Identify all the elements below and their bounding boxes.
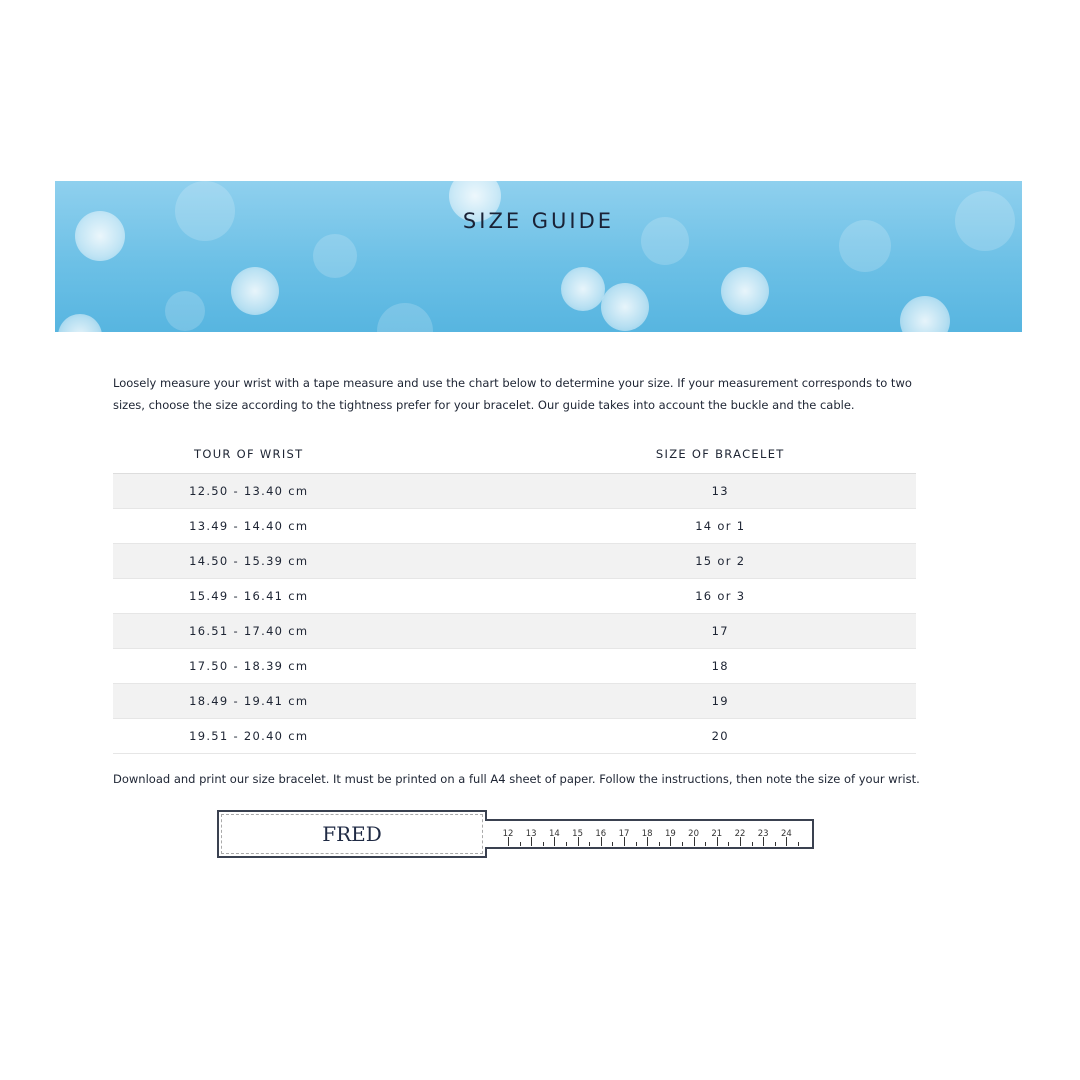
ruler-minor-tick [612,842,614,846]
ruler-number: 16 [595,829,607,839]
ruler-minor-tick [519,842,521,846]
ruler-tick [531,837,533,846]
wrist-measurement: 16.51 - 17.40 cm [113,613,515,649]
ruler-tick [554,837,556,846]
intro-text: Loosely measure your wrist with a tape m… [113,376,912,412]
table-row: 17.50 - 18.39 cm 18 [113,648,916,684]
size-table: TOUR OF WRIST SIZE OF BRACELET 12.50 - 1… [113,436,916,754]
bracelet-size: 13 [514,473,916,509]
bokeh-circle [377,303,433,332]
bokeh-circle [839,220,891,272]
bracelet-size: 20 [514,718,916,754]
table-row: 15.49 - 16.41 cm 16 or 3 [113,578,916,614]
bokeh-circle [313,234,357,278]
wrist-measurement: 12.50 - 13.40 cm [113,473,515,509]
bokeh-circle [449,181,501,222]
bokeh-circle [58,314,102,332]
ruler-minor-tick [798,842,799,846]
table-row: 18.49 - 19.41 cm 19 [113,683,916,719]
table-row: 13.49 - 14.40 cm 14 or 1 [113,508,916,544]
wrist-measurement: 13.49 - 14.40 cm [113,508,515,544]
ruler-strip: 12 13 14 15 16 17 18 19 20 21 22 23 24 [485,819,814,849]
bracelet-size: 16 or 3 [514,578,916,614]
bracelet-size: 19 [514,683,916,719]
wrist-measurement: 14.50 - 15.39 cm [113,543,515,579]
ruler-number: 14 [548,829,560,839]
ruler-number: 13 [525,829,537,839]
ruler-tick [693,837,695,846]
bokeh-circle [641,217,689,265]
ruler-minor-tick [566,842,567,846]
ruler-number: 12 [502,829,514,839]
ruler-minor-tick [774,842,776,846]
ruler-number: 18 [641,829,653,839]
wrist-measurement: 19.51 - 20.40 cm [113,718,515,754]
page-title: SIZE GUIDE [462,209,615,233]
fred-logo: FRED [322,822,382,846]
ruler-minor-tick [705,842,707,846]
ruler-number: 21 [711,829,723,839]
wrist-measurement: 18.49 - 19.41 cm [113,683,515,719]
bokeh-circle [900,296,950,332]
ruler-number: 19 [664,829,676,839]
ruler-number: 15 [572,829,584,839]
ruler-number: 20 [688,829,700,839]
bokeh-circle [231,267,279,315]
ruler-tick [600,837,602,846]
table-row: 19.51 - 20.40 cm 20 [113,718,916,754]
ruler-tick [577,837,579,846]
table-row: 16.51 - 17.40 cm 17 [113,613,916,649]
ruler-minor-tick [682,842,683,846]
bracelet-size: 18 [514,648,916,684]
ruler-minor-tick [542,842,544,846]
ruler-tick [647,837,649,846]
ruler-minor-tick [728,842,730,846]
bracelet-size: 15 or 2 [514,543,916,579]
bokeh-circle [75,211,125,261]
ruler-tick [670,837,672,846]
ruler-number: 24 [780,829,792,839]
ruler-tick [763,837,765,846]
bokeh-circle [721,267,769,315]
bokeh-circle [955,191,1015,251]
ruler-tick [508,837,509,846]
wrist-measurement: 17.50 - 18.39 cm [113,648,515,684]
table-row: 12.50 - 13.40 cm 13 [113,473,916,509]
ruler-tick [716,837,718,846]
ruler-number: 17 [618,829,630,839]
ruler-minor-tick [751,842,753,846]
table-row: 14.50 - 15.39 cm 15 or 2 [113,543,916,579]
ruler-tick [740,837,741,846]
header-size-of-bracelet: SIZE OF BRACELET [514,436,916,474]
header-tour-of-wrist: TOUR OF WRIST [113,436,515,474]
bracelet-size: 14 or 1 [514,508,916,544]
bokeh-circle [175,181,235,241]
ruler-tick [786,837,788,846]
wrist-measurement: 15.49 - 16.41 cm [113,578,515,614]
ruler-tick [624,837,625,846]
bokeh-circle [165,291,205,331]
ruler-number: 22 [734,829,746,839]
bokeh-circle [601,283,649,331]
ruler-number: 23 [757,829,769,839]
ruler-minor-tick [589,842,591,846]
bokeh-circle [561,267,605,311]
ruler-tab: FRED [217,810,487,858]
download-text: Download and print our size bracelet. It… [113,772,920,786]
ruler-minor-tick [635,842,637,846]
bracelet-size: 17 [514,613,916,649]
ruler-minor-tick [658,842,660,846]
size-guide-banner: SIZE GUIDE [55,181,1022,332]
